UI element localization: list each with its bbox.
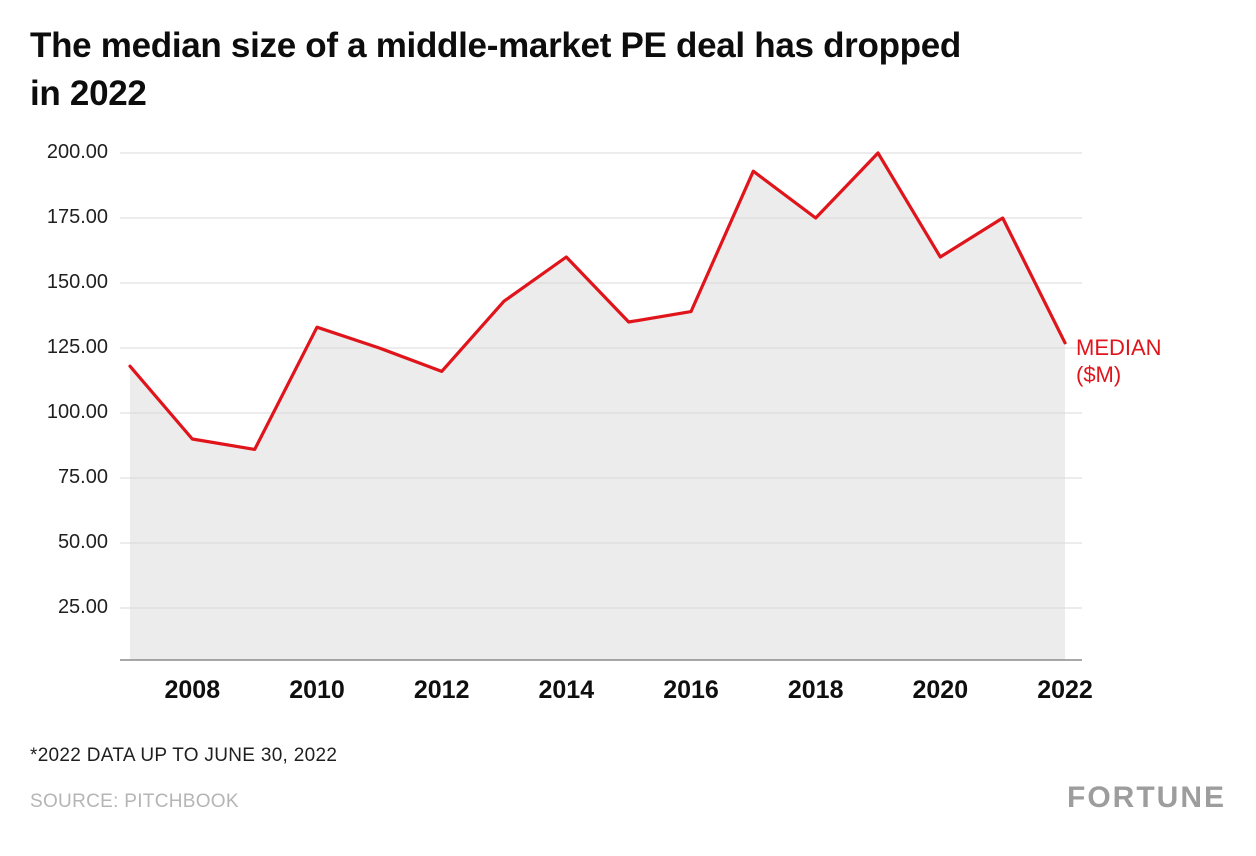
x-axis-tick-label: 2012 <box>413 676 470 704</box>
fortune-logo: FORTUNE <box>1067 781 1226 814</box>
area-fill <box>130 153 1065 660</box>
chart-plot <box>120 151 1082 661</box>
y-axis-tick-label: 25.00 <box>57 596 108 618</box>
x-axis-tick-label: 2010 <box>289 676 345 704</box>
x-axis-tick-label: 2014 <box>538 676 595 704</box>
series-label: MEDIAN ($M) <box>1076 335 1162 387</box>
x-axis-tick-label: 2018 <box>787 676 844 704</box>
y-axis-tick-label: 200.00 <box>46 141 108 163</box>
x-axis-tick-label: 2020 <box>912 676 969 704</box>
y-axis-tick-label: 50.00 <box>57 531 108 553</box>
source-credit: SOURCE: PITCHBOOK <box>30 791 239 812</box>
chart-title-line2: in 2022 <box>30 74 147 113</box>
x-axis-tick-label: 2022 <box>1037 676 1093 704</box>
x-axis-tick-label: 2016 <box>663 676 719 704</box>
chart-title: The median size of a middle-market PE de… <box>30 22 1240 118</box>
y-axis-tick-label: 75.00 <box>57 466 108 488</box>
chart-title-line1: The median size of a middle-market PE de… <box>30 26 961 65</box>
footnote: *2022 DATA UP TO JUNE 30, 2022 <box>30 745 338 766</box>
y-axis-tick-label: 150.00 <box>46 271 108 293</box>
median-line <box>128 151 1067 451</box>
x-axis-tick-label: 2008 <box>164 676 221 704</box>
y-axis-tick-label: 100.00 <box>46 401 108 423</box>
y-axis-tick-label: 175.00 <box>46 206 108 228</box>
y-axis-tick-label: 125.00 <box>46 336 108 358</box>
